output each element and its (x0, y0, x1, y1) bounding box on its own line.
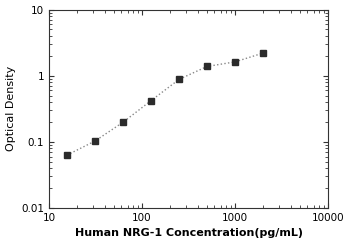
X-axis label: Human NRG-1 Concentration(pg/mL): Human NRG-1 Concentration(pg/mL) (75, 228, 302, 238)
Y-axis label: Optical Density: Optical Density (6, 66, 15, 152)
